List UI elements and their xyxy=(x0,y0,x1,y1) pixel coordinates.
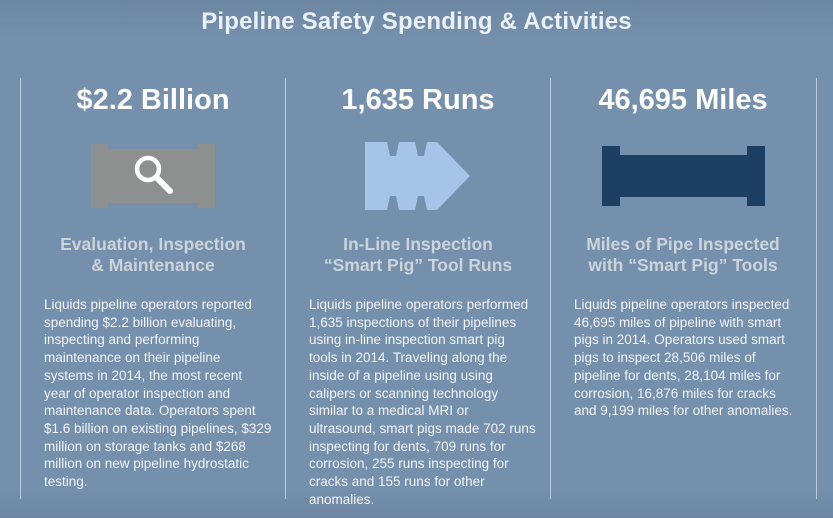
stat-value: 1,635 Runs xyxy=(341,84,495,116)
heading-line: & Maintenance xyxy=(91,255,215,275)
heading-line: Evaluation, Inspection xyxy=(60,234,246,254)
heading-line: “Smart Pig” Tool Runs xyxy=(323,255,513,275)
page-title: Pipeline Safety Spending & Activities xyxy=(201,8,632,35)
heading-line: Miles of Pipe Inspected xyxy=(586,234,780,254)
pipe-magnifier-icon xyxy=(91,144,215,208)
stat-value: 46,695 Miles xyxy=(598,84,768,116)
icon-box xyxy=(601,142,765,210)
smart-pig-icon xyxy=(365,142,470,210)
column-runs: 1,635 Runs In-Line Inspection “Smart Pig… xyxy=(286,78,550,508)
divider xyxy=(550,78,551,499)
pipe-icon xyxy=(601,146,765,206)
pipe-shape xyxy=(601,146,765,206)
heading-line: with “Smart Pig” Tools xyxy=(588,255,778,275)
column-heading: Miles of Pipe Inspected with “Smart Pig”… xyxy=(586,234,780,276)
magnifier-icon xyxy=(134,155,173,194)
heading-line: In-Line Inspection xyxy=(343,234,493,254)
column-body: Liquids pipeline operators reported spen… xyxy=(44,297,272,490)
column-body: Liquids pipeline operators inspected 46,… xyxy=(574,297,793,419)
column-miles: 46,695 Miles Miles of Pipe Inspected wit… xyxy=(551,78,815,420)
icon-box xyxy=(365,142,471,210)
column-spending: $2.2 Billion Evaluation, Inspection & Ma… xyxy=(21,78,285,491)
pipe-shape xyxy=(91,144,215,208)
stat-value: $2.2 Billion xyxy=(76,84,230,116)
column-heading: In-Line Inspection “Smart Pig” Tool Runs xyxy=(324,234,512,276)
divider xyxy=(816,78,817,499)
column-heading: Evaluation, Inspection & Maintenance xyxy=(60,234,246,276)
column-body: Liquids pipeline operators performed 1,6… xyxy=(309,297,536,507)
smart-pig-shape xyxy=(365,142,470,210)
divider xyxy=(20,78,21,499)
icon-box xyxy=(91,142,215,210)
divider xyxy=(285,78,286,499)
